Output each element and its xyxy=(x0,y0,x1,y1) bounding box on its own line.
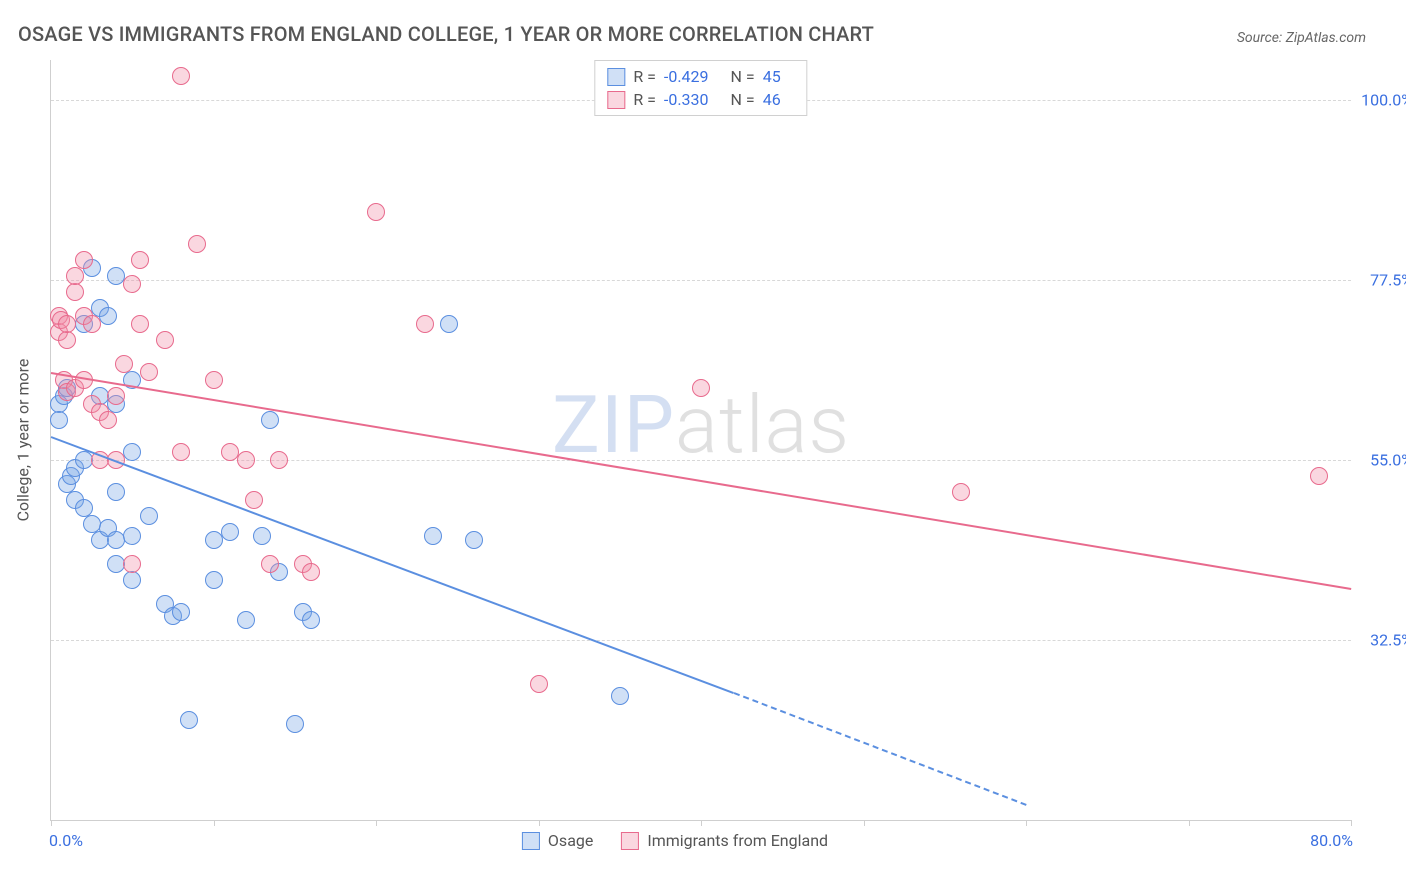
swatch-immigrants xyxy=(607,91,625,109)
x-tick xyxy=(51,820,52,826)
swatch-immigrants xyxy=(621,832,639,850)
data-point-osage xyxy=(180,711,198,729)
y-tick-label: 100.0% xyxy=(1357,91,1406,110)
x-tick xyxy=(376,820,377,826)
data-point-osage xyxy=(261,411,279,429)
data-point-immigrants xyxy=(367,203,385,221)
data-point-immigrants xyxy=(302,563,320,581)
swatch-osage xyxy=(607,68,625,86)
x-tick xyxy=(539,820,540,826)
data-point-osage xyxy=(123,571,141,589)
trend-line xyxy=(733,692,1026,806)
x-axis-min-label: 0.0% xyxy=(49,831,83,850)
x-tick xyxy=(1026,820,1027,826)
data-point-osage xyxy=(99,307,117,325)
gridline xyxy=(51,280,1351,281)
data-point-osage xyxy=(253,527,271,545)
data-point-immigrants xyxy=(188,235,206,253)
data-point-osage xyxy=(424,527,442,545)
data-point-osage xyxy=(123,443,141,461)
data-point-osage xyxy=(465,531,483,549)
data-point-osage xyxy=(50,411,68,429)
x-tick xyxy=(1189,820,1190,826)
data-point-immigrants xyxy=(66,283,84,301)
data-point-osage xyxy=(611,687,629,705)
data-point-immigrants xyxy=(245,491,263,509)
y-tick-label: 77.5% xyxy=(1357,271,1406,290)
x-tick xyxy=(214,820,215,826)
data-point-immigrants xyxy=(172,67,190,85)
legend-item-osage: Osage xyxy=(522,831,593,850)
source-label: Source: ZipAtlas.com xyxy=(1237,30,1366,46)
legend-label-osage: Osage xyxy=(548,831,593,850)
series-legend: Osage Immigrants from England xyxy=(522,831,828,850)
data-point-immigrants xyxy=(237,451,255,469)
data-point-osage xyxy=(302,611,320,629)
data-point-immigrants xyxy=(131,315,149,333)
data-point-immigrants xyxy=(131,251,149,269)
stats-row-osage: R = -0.429 N = 45 xyxy=(607,65,794,88)
r-label: R = xyxy=(633,90,656,109)
data-point-immigrants xyxy=(416,315,434,333)
title-row: OSAGE VS IMMIGRANTS FROM ENGLAND COLLEGE… xyxy=(18,22,1366,46)
data-point-immigrants xyxy=(1310,467,1328,485)
data-point-osage xyxy=(221,523,239,541)
n-label: N = xyxy=(731,67,755,86)
data-point-osage xyxy=(286,715,304,733)
data-point-immigrants xyxy=(115,355,133,373)
stats-legend: R = -0.429 N = 45 R = -0.330 N = 46 xyxy=(594,60,807,116)
data-point-osage xyxy=(205,531,223,549)
data-point-immigrants xyxy=(952,483,970,501)
y-tick-label: 32.5% xyxy=(1357,631,1406,650)
x-axis-max-label: 80.0% xyxy=(1310,831,1353,850)
data-point-osage xyxy=(172,603,190,621)
data-point-immigrants xyxy=(530,675,548,693)
n-value-immigrants: 46 xyxy=(763,90,781,109)
data-point-immigrants xyxy=(156,331,174,349)
x-tick xyxy=(1351,820,1352,826)
data-point-immigrants xyxy=(261,555,279,573)
swatch-osage xyxy=(522,832,540,850)
n-label: N = xyxy=(731,90,755,109)
data-point-osage xyxy=(107,531,125,549)
data-point-immigrants xyxy=(83,315,101,333)
correlation-scatter-plot: College, 1 year or more ZIPatlas R =-0.4… xyxy=(50,60,1351,821)
data-point-immigrants xyxy=(75,251,93,269)
data-point-immigrants xyxy=(99,411,117,429)
data-point-osage xyxy=(205,571,223,589)
chart-title: OSAGE VS IMMIGRANTS FROM ENGLAND COLLEGE… xyxy=(18,22,874,46)
x-tick xyxy=(864,820,865,826)
legend-item-immigrants: Immigrants from England xyxy=(621,831,828,850)
data-point-osage xyxy=(237,611,255,629)
data-point-immigrants xyxy=(172,443,190,461)
r-label: R = xyxy=(633,67,656,86)
data-point-immigrants xyxy=(58,331,76,349)
data-point-immigrants xyxy=(205,371,223,389)
r-value-immigrants: -0.330 xyxy=(664,90,709,109)
legend-label-immigrants: Immigrants from England xyxy=(647,831,828,850)
data-point-osage xyxy=(440,315,458,333)
data-point-immigrants xyxy=(140,363,158,381)
data-point-immigrants xyxy=(692,379,710,397)
data-point-immigrants xyxy=(58,315,76,333)
x-tick xyxy=(701,820,702,826)
n-value-osage: 45 xyxy=(763,67,781,86)
data-point-immigrants xyxy=(107,387,125,405)
y-axis-label: College, 1 year or more xyxy=(14,359,33,522)
trend-line xyxy=(51,436,734,694)
stats-row-immigrants: R = -0.330 N = 46 xyxy=(607,88,794,111)
data-point-immigrants xyxy=(270,451,288,469)
trend-line xyxy=(51,372,1351,590)
y-tick-label: 55.0% xyxy=(1357,451,1406,470)
r-value-osage: -0.429 xyxy=(664,67,709,86)
data-point-immigrants xyxy=(66,267,84,285)
data-point-osage xyxy=(140,507,158,525)
data-point-immigrants xyxy=(123,275,141,293)
data-point-osage xyxy=(107,483,125,501)
gridline xyxy=(51,640,1351,641)
data-point-osage xyxy=(123,527,141,545)
data-point-immigrants xyxy=(123,555,141,573)
